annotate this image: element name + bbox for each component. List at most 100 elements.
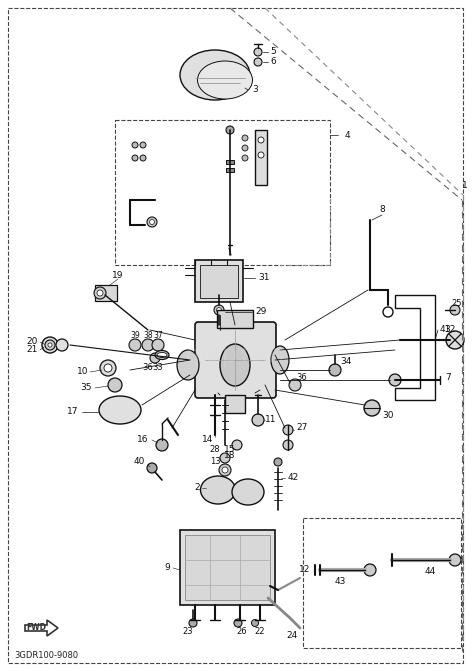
Circle shape (389, 374, 401, 386)
Circle shape (149, 219, 155, 225)
Ellipse shape (155, 350, 169, 360)
Bar (200, 265, 238, 298)
Bar (217, 310, 253, 328)
Text: 28: 28 (210, 446, 220, 454)
Text: 1: 1 (462, 180, 468, 189)
Circle shape (42, 337, 58, 353)
Circle shape (97, 290, 103, 296)
Circle shape (152, 339, 164, 351)
Circle shape (364, 400, 380, 416)
Text: 9: 9 (164, 564, 170, 572)
Text: 37: 37 (153, 331, 163, 340)
Circle shape (258, 152, 264, 158)
Ellipse shape (198, 61, 253, 99)
Bar (95, 285, 117, 301)
Ellipse shape (180, 50, 250, 100)
Circle shape (94, 287, 106, 299)
Text: 31: 31 (258, 274, 270, 282)
Circle shape (289, 379, 301, 391)
Text: 34: 34 (340, 358, 351, 366)
Text: 39: 39 (130, 331, 140, 340)
Text: 7: 7 (445, 374, 451, 382)
Bar (226, 168, 234, 172)
Circle shape (189, 619, 197, 627)
Circle shape (226, 126, 234, 134)
Text: 38: 38 (143, 331, 153, 340)
Text: 40: 40 (134, 458, 145, 466)
Text: 21: 21 (27, 346, 38, 354)
Text: 10: 10 (76, 368, 88, 376)
Text: 22: 22 (255, 627, 265, 637)
Circle shape (150, 353, 160, 363)
Circle shape (48, 343, 52, 347)
Bar (255, 130, 267, 185)
Text: 14: 14 (202, 435, 214, 444)
Circle shape (142, 339, 154, 351)
Text: 35: 35 (81, 384, 92, 393)
Text: 4: 4 (345, 130, 351, 140)
Circle shape (45, 340, 55, 350)
Circle shape (56, 339, 68, 351)
Circle shape (129, 339, 141, 351)
Circle shape (446, 331, 464, 349)
Text: 3: 3 (252, 85, 258, 95)
FancyBboxPatch shape (195, 322, 276, 398)
Circle shape (252, 414, 264, 426)
Text: 8: 8 (379, 205, 385, 215)
Bar (225, 395, 245, 413)
Circle shape (132, 155, 138, 161)
Circle shape (220, 453, 230, 463)
Circle shape (383, 307, 393, 317)
Text: 16: 16 (137, 435, 148, 444)
Text: 15: 15 (224, 446, 236, 454)
Circle shape (274, 458, 282, 466)
Text: 33: 33 (153, 364, 164, 372)
Bar (303, 518, 461, 648)
Text: 41: 41 (440, 325, 451, 335)
Circle shape (283, 440, 293, 450)
Circle shape (132, 142, 138, 148)
Text: 18: 18 (224, 450, 236, 460)
Text: 6: 6 (270, 58, 276, 66)
Text: 13: 13 (210, 458, 220, 466)
Text: 17: 17 (66, 407, 78, 417)
Circle shape (234, 619, 242, 627)
Text: 27: 27 (296, 423, 307, 433)
Text: 25: 25 (452, 299, 462, 307)
Circle shape (254, 48, 262, 56)
Text: 29: 29 (255, 307, 266, 317)
Text: 5: 5 (270, 48, 276, 56)
Text: 19: 19 (112, 272, 124, 280)
Circle shape (156, 439, 168, 451)
Text: 36: 36 (297, 374, 307, 382)
Circle shape (254, 58, 262, 66)
Text: 32: 32 (444, 325, 456, 335)
Text: фартип: фартип (185, 343, 285, 367)
Bar (115, 120, 330, 265)
Text: 43: 43 (334, 578, 346, 586)
Circle shape (222, 467, 228, 473)
Text: 24: 24 (286, 631, 298, 639)
Circle shape (108, 378, 122, 392)
Circle shape (214, 305, 224, 315)
Circle shape (100, 360, 116, 376)
Text: 23: 23 (182, 627, 193, 637)
Ellipse shape (157, 352, 167, 358)
Circle shape (283, 425, 293, 435)
Circle shape (329, 364, 341, 376)
Ellipse shape (99, 396, 141, 424)
Text: 3GDR100-9080: 3GDR100-9080 (14, 650, 78, 660)
Text: FWD: FWD (26, 623, 46, 633)
Text: 36: 36 (143, 364, 154, 372)
Circle shape (217, 307, 221, 313)
Ellipse shape (232, 479, 264, 505)
Circle shape (140, 142, 146, 148)
Circle shape (219, 464, 231, 476)
Text: 20: 20 (27, 338, 38, 346)
Circle shape (242, 135, 248, 141)
Bar (185, 535, 270, 600)
Circle shape (242, 155, 248, 161)
Circle shape (364, 564, 376, 576)
Text: 44: 44 (424, 568, 436, 576)
Ellipse shape (271, 346, 289, 374)
